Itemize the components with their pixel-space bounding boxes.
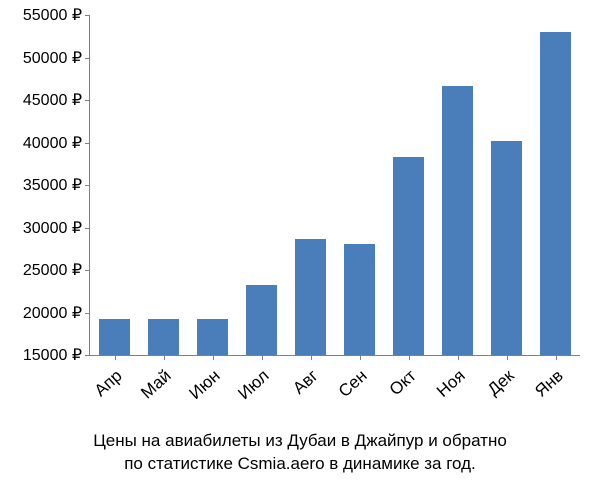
x-tick-label: Май — [137, 366, 175, 403]
bars-container — [90, 15, 580, 355]
bar — [540, 32, 570, 355]
y-tick-label: 55000 ₽ — [23, 5, 82, 25]
x-tick-mark — [213, 355, 214, 360]
x-tick-label: Ноя — [433, 366, 469, 402]
x-tick-label: Окт — [385, 366, 420, 400]
x-tick-mark — [409, 355, 410, 360]
y-tick-label: 15000 ₽ — [23, 345, 82, 365]
x-tick-label: Янв — [531, 366, 567, 401]
x-tick-label: Апр — [90, 366, 126, 401]
x-tick-label: Сен — [334, 366, 371, 402]
plot-area — [90, 15, 580, 355]
y-tick-label: 50000 ₽ — [23, 48, 82, 68]
bar — [148, 319, 178, 355]
bar — [442, 86, 472, 355]
y-tick-label: 20000 ₽ — [23, 303, 82, 323]
x-tick-label: Дек — [483, 366, 517, 400]
x-tick-label: Июн — [185, 366, 224, 404]
y-tick-label: 45000 ₽ — [23, 90, 82, 110]
bar — [491, 141, 521, 355]
bar — [99, 319, 129, 355]
x-tick-mark — [262, 355, 263, 360]
x-tick-label: Авг — [289, 366, 322, 399]
x-tick-mark — [115, 355, 116, 360]
bar — [344, 244, 374, 355]
x-tick-mark — [458, 355, 459, 360]
caption-line-1: Цены на авиабилеты из Дубаи в Джайпур и … — [93, 431, 507, 450]
y-axis: 15000 ₽20000 ₽25000 ₽30000 ₽35000 ₽40000… — [0, 15, 90, 355]
bar — [197, 319, 227, 355]
caption-line-2: по статистике Csmia.aero в динамике за г… — [124, 454, 476, 473]
y-tick-label: 30000 ₽ — [23, 218, 82, 238]
y-tick-label: 35000 ₽ — [23, 175, 82, 195]
x-tick-label: Июл — [234, 366, 273, 404]
x-tick-mark — [507, 355, 508, 360]
x-tick-mark — [556, 355, 557, 360]
x-tick-mark — [164, 355, 165, 360]
bar — [246, 285, 276, 355]
bar — [393, 157, 423, 355]
x-tick-mark — [311, 355, 312, 360]
chart-caption: Цены на авиабилеты из Дубаи в Джайпур и … — [0, 430, 600, 476]
x-axis: Апр Май Июн Июл Авг Сен Окт Ноя Дек Янв — [90, 360, 580, 420]
y-tick-label: 40000 ₽ — [23, 133, 82, 153]
bar — [295, 239, 325, 355]
price-chart: 15000 ₽ 20000 ₽ 25000 ₽ 30000 ₽ 35000 ₽ 40000… — [0, 0, 600, 500]
x-tick-mark — [360, 355, 361, 360]
y-tick-label: 25000 ₽ — [23, 260, 82, 280]
